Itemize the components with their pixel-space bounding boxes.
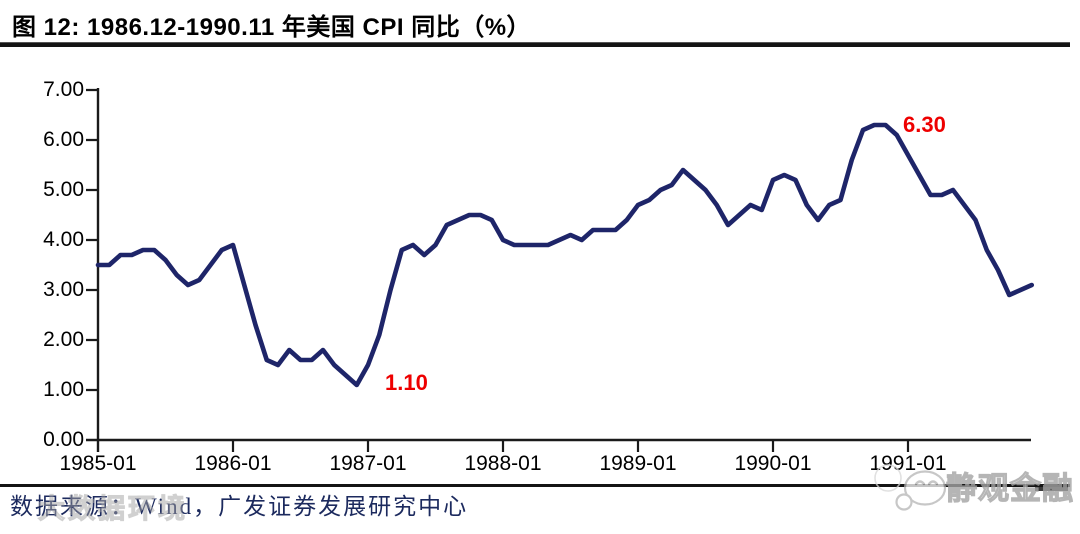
cpi-series-line [95, 122, 1035, 388]
x-tick-label: 1985-01 [59, 452, 137, 475]
y-tick-label: 1.00 [43, 378, 84, 401]
watermark-brand-name: 静观金融 [945, 470, 1074, 506]
title-divider [0, 42, 1070, 47]
x-tick-label: 1988-01 [464, 452, 542, 475]
y-tick-label: 7.00 [43, 78, 84, 101]
watermark-bottom-left: 大数据环境 [37, 493, 188, 524]
figure-title: 图 12: 1986.12-1990.11 年美国 CPI 同比（%） [12, 14, 532, 41]
y-tick-label: 6.00 [43, 128, 84, 151]
y-tick-label: 5.00 [43, 178, 84, 201]
y-tick-label: 4.00 [43, 228, 84, 251]
x-tick-label: 1990-01 [734, 452, 812, 475]
data-source-note: 数据来源：Wind，广发证券发展研究中心 [10, 494, 469, 519]
x-tick-label: 1989-01 [599, 452, 677, 475]
trough-value-label: 1.10 [385, 370, 428, 395]
y-tick-label: 3.00 [43, 278, 84, 301]
y-tick-label: 2.00 [43, 328, 84, 351]
y-tick-label: 0.00 [43, 428, 84, 451]
footer-divider [0, 484, 1070, 487]
axis-lines [86, 88, 1031, 452]
x-tick-label: 1987-01 [329, 452, 407, 475]
peak-value-label: 6.30 [903, 112, 946, 137]
x-tick-label: 1986-01 [194, 452, 272, 475]
axis-tick-marks [86, 88, 910, 452]
chat-face-icon [874, 464, 947, 511]
footer-divider-end [1035, 487, 1068, 491]
x-tick-label: 1991-01 [869, 452, 947, 475]
